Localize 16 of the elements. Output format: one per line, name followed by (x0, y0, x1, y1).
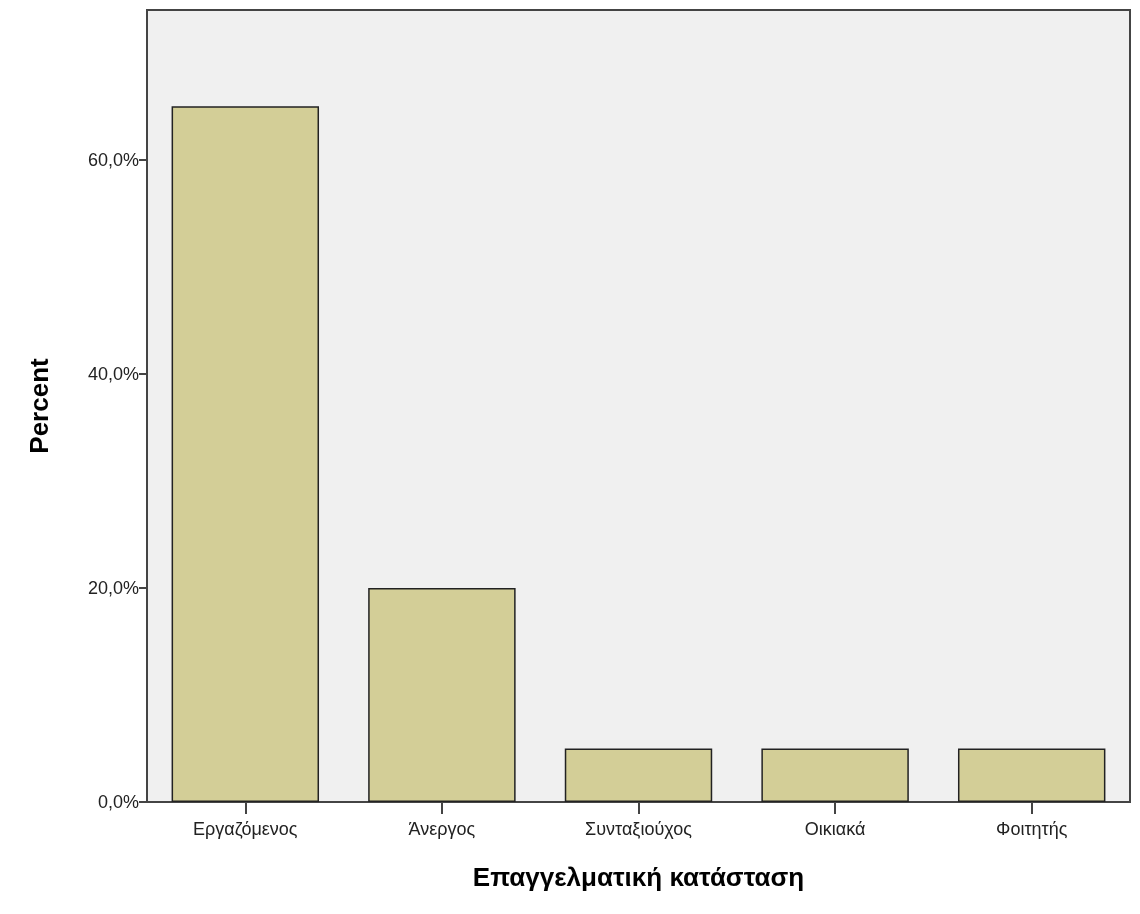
y-tick-label: 40,0% (87, 363, 139, 384)
bar (368, 587, 516, 802)
y-tick-label: 60,0% (87, 149, 139, 170)
bar (171, 106, 320, 802)
y-tick-label: 0,0% (97, 792, 139, 812)
y-tick-label: 20,0% (87, 577, 139, 598)
y-axis-title: Percent (24, 357, 54, 454)
x-tick-label: Εργαζόμενος (193, 819, 298, 839)
bar (761, 748, 909, 802)
x-tick-label: Άνεργος (408, 819, 476, 839)
bar (564, 748, 713, 802)
x-tick-label: Φοιτητής (996, 819, 1068, 839)
x-tick-label: Συνταξιούχος (585, 819, 693, 839)
bar (957, 748, 1106, 802)
x-tick-label: Οικιακά (804, 819, 866, 839)
x-axis-title: Επαγγελματική κατάσταση (472, 862, 805, 892)
